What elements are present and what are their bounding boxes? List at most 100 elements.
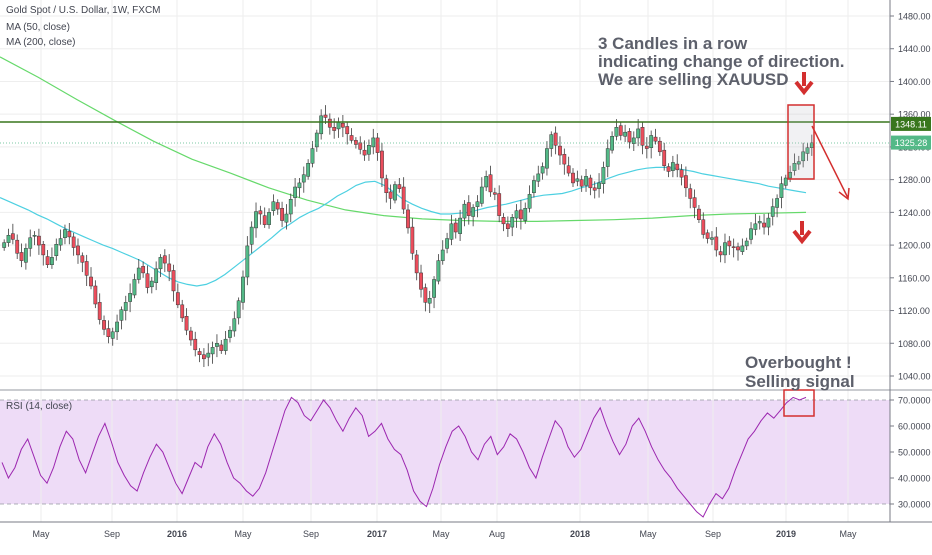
candle-up [723, 242, 727, 256]
candle-down [89, 276, 93, 287]
candle-down [80, 255, 85, 263]
candle-up [783, 177, 788, 186]
candle-down [688, 188, 693, 199]
candle-up [549, 134, 554, 149]
candle-down [497, 193, 502, 216]
candle-down [666, 166, 671, 172]
candle-down [141, 266, 146, 274]
ma50-legend: MA (50, close) [6, 22, 70, 33]
time-tick-label: 2017 [367, 529, 387, 539]
candle-up [58, 238, 63, 246]
candle-up [271, 201, 276, 211]
candle-up [110, 331, 115, 339]
candle-down [571, 172, 575, 184]
candle-up [597, 182, 601, 189]
candle-up [449, 223, 454, 240]
rsi-overbought-box [783, 389, 815, 417]
candle-down [553, 132, 558, 146]
candle-down [618, 125, 623, 136]
time-tick-label: May [234, 529, 252, 539]
candle-down [362, 149, 367, 156]
candle-up [2, 242, 7, 248]
candle-up [123, 302, 128, 311]
candle-up [545, 148, 549, 169]
candle-up [471, 207, 476, 217]
projection-arrow [811, 125, 850, 201]
price-tick-label: 1480.00 [898, 12, 931, 22]
candle-down [657, 140, 662, 153]
time-tick-label: 2018 [570, 529, 590, 539]
candle-up [149, 280, 154, 288]
time-tick-label: Sep [104, 529, 120, 539]
ma200-layer [0, 56, 807, 222]
candle-up [536, 173, 541, 182]
time-tick-label: 2019 [776, 529, 796, 539]
candle-up [50, 257, 54, 265]
candle-up [301, 174, 306, 183]
candle-up [215, 343, 219, 347]
ma200-line [0, 56, 807, 222]
candle-up [267, 212, 271, 225]
down-arrow-bottom [792, 221, 812, 245]
price-tick-label: 1440.00 [898, 44, 931, 54]
candle-down [640, 127, 645, 146]
candle-up [336, 122, 341, 130]
price-tick-label: 1040.00 [898, 372, 931, 382]
reversal-box [787, 104, 815, 180]
candle-down [505, 223, 510, 229]
candle-down [41, 244, 46, 256]
candle-down [701, 219, 706, 235]
candle-up [484, 176, 489, 188]
candle-up [115, 321, 119, 333]
candle-up [775, 198, 779, 208]
candle-down [327, 118, 332, 128]
candle-up [584, 176, 588, 186]
candle-up [510, 217, 515, 228]
candle-up [128, 293, 132, 302]
candle-up [63, 229, 67, 238]
candle-down [558, 145, 562, 156]
candle-up [749, 228, 753, 240]
candle-up [319, 115, 324, 135]
candle-up [210, 347, 215, 355]
candle-down [219, 344, 224, 351]
candle-down [162, 255, 167, 264]
candle-up [527, 194, 532, 209]
candle-up [236, 300, 241, 319]
candle-up [119, 309, 124, 321]
candle-down [588, 177, 593, 189]
ma200-legend: MA (200, close) [6, 37, 76, 48]
candle-down [167, 263, 172, 272]
rsi-tick-label: 40.0000 [898, 474, 931, 484]
candle-up [32, 235, 37, 237]
candle-down [762, 222, 766, 228]
candle-up [710, 237, 714, 240]
price-tick-label: 1400.00 [898, 77, 931, 87]
candle-down [145, 273, 150, 288]
rsi-annotation-line-2: Selling signal [745, 372, 855, 391]
candle-up [479, 186, 484, 204]
price-axis: 1480.001440.001400.001360.001320.001280.… [890, 12, 931, 382]
candle-down [340, 122, 345, 128]
candle-down [332, 127, 337, 131]
candle-down [349, 135, 354, 141]
candle-down [518, 209, 523, 220]
candle-up [670, 162, 675, 171]
candle-up [314, 132, 319, 148]
down-arrow-top [794, 72, 814, 96]
candle-up [432, 279, 436, 298]
rsi-tick-label: 50.0000 [898, 448, 931, 458]
candle-down [193, 338, 198, 351]
candle-down [353, 140, 358, 145]
candle-down [102, 320, 106, 330]
time-tick-label: 2016 [167, 529, 187, 539]
candle-down [684, 175, 688, 189]
candle-up [136, 267, 141, 280]
candle-down [71, 236, 76, 248]
price-tick-label: 1240.00 [898, 208, 931, 218]
candle-down [414, 254, 419, 274]
candle-up [306, 163, 311, 177]
candle-up [297, 182, 302, 189]
candles-layer [2, 105, 814, 367]
candle-down [466, 202, 471, 216]
